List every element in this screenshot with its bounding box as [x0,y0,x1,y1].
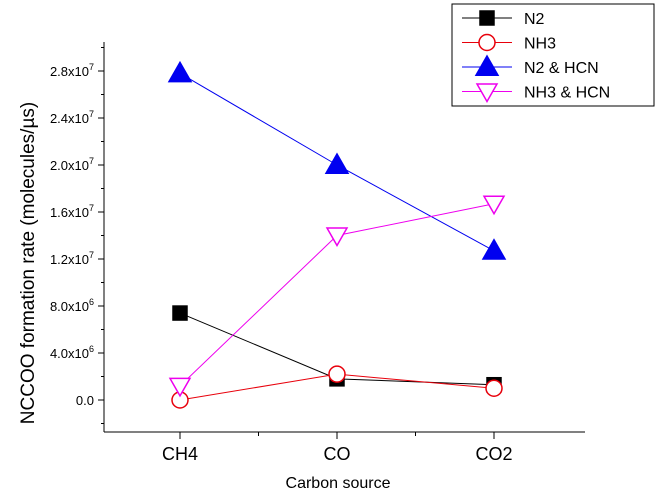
legend-marker [474,54,500,76]
y-tick-label: 0.0 [76,393,94,408]
series-nh3-hcn [168,195,506,398]
data-point [485,379,503,397]
legend-item: N2 [462,10,545,28]
legend-label: N2 [524,11,545,28]
legend-marker [479,10,495,26]
x-axis-title: Carbon source [286,475,391,492]
data-point [324,152,350,174]
y-tick-label: 2.4x107 [50,109,94,126]
legend: N2 NH3 N2 & HCN NH3 & HCN [451,3,655,107]
x-tick-label: CH4 [162,444,198,464]
legend-label: NH3 [524,36,556,53]
data-point [328,365,346,383]
y-tick-label: 8.0x106 [50,297,94,314]
y-tick-label: 4.0x106 [50,344,94,361]
y-axis: 0.0 4.0x106 8.0x106 1.2x107 1.6x107 2.0x107 2.… [50,47,104,424]
y-tick-label: 2.0x107 [50,156,94,173]
y-tick-label: 2.8x107 [50,62,94,79]
x-tick-label: CO [324,444,351,464]
series-nh3 [171,365,503,409]
legend-item: NH3 & HCN [462,83,610,104]
x-tick-label: CO2 [475,444,512,464]
data-point [167,60,193,83]
legend-item: NH3 [462,33,556,53]
y-axis-title: NCCOO formation rate (molecules/µs) [18,102,39,424]
series-layer [167,60,507,409]
data-point [168,377,192,398]
data-point [482,195,506,216]
data-point [481,238,507,260]
data-point [325,227,349,248]
y-tick-label: 1.6x107 [50,203,94,220]
legend-label: NH3 & HCN [524,85,610,102]
legend-item: N2 & HCN [462,54,599,77]
plot-area [103,42,585,433]
data-point [172,305,188,321]
legend-marker [478,33,496,52]
series-n2-hcn [167,60,507,260]
legend-marker [475,83,499,104]
x-axis: CH4 CO CO2 [162,432,513,464]
legend-label: N2 & HCN [524,60,599,77]
y-tick-label: 1.2x107 [50,250,94,267]
